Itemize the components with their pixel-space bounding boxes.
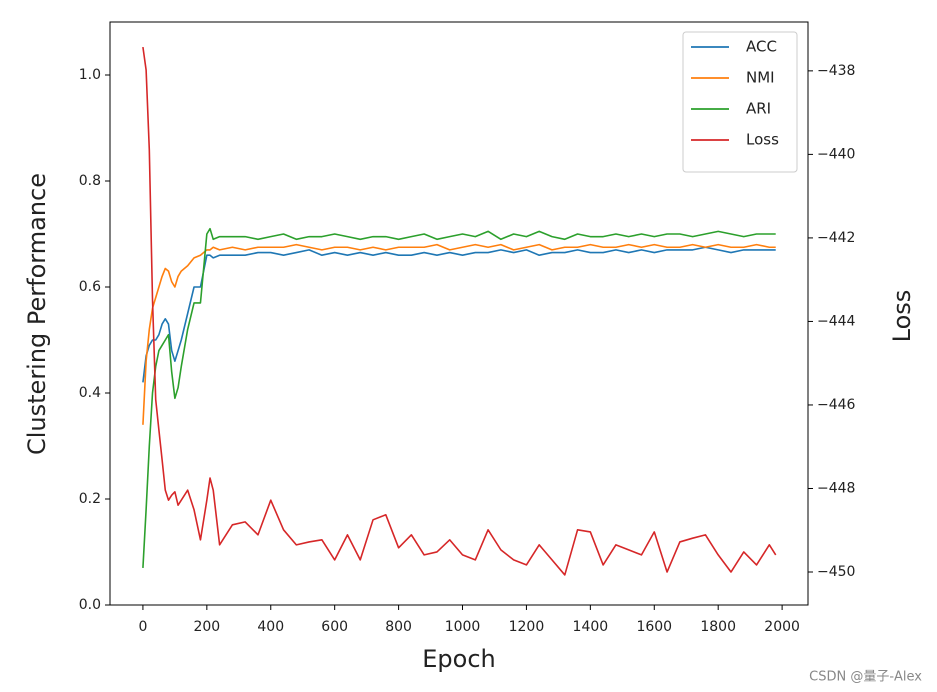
plot-frame bbox=[109, 21, 809, 606]
x-tick-label: 1800 bbox=[700, 619, 736, 635]
series-line bbox=[142, 246, 776, 383]
legend-label: Loss bbox=[746, 131, 779, 149]
y2-tick-label: −446 bbox=[817, 397, 856, 413]
y2-tick-label: −444 bbox=[817, 313, 856, 329]
x-tick-label: 1600 bbox=[636, 619, 672, 635]
y2-tick-label: −448 bbox=[817, 480, 855, 496]
x-tick-label: 1400 bbox=[573, 619, 609, 635]
y-tick-label: 0.0 bbox=[79, 597, 101, 613]
x-tick-label: 400 bbox=[257, 619, 284, 635]
legend-label: NMI bbox=[746, 69, 775, 87]
y2-tick-label: −440 bbox=[817, 146, 855, 162]
series-line bbox=[142, 243, 776, 425]
y2-axis-label: Loss bbox=[888, 290, 916, 343]
watermark: CSDN @量子-Alex bbox=[809, 670, 922, 685]
y-tick-label: 0.2 bbox=[79, 491, 101, 507]
y-tick-label: 0.4 bbox=[79, 385, 101, 401]
x-tick-label: 200 bbox=[193, 619, 220, 635]
y-tick-label: 0.6 bbox=[79, 279, 101, 295]
x-tick-label: 800 bbox=[385, 619, 412, 635]
y-axis-label: Clustering Performance bbox=[23, 173, 51, 455]
series-line bbox=[142, 46, 777, 576]
y-tick-label: 0.8 bbox=[79, 173, 101, 189]
legend-label: ACC bbox=[746, 38, 777, 56]
y2-tick-label: −450 bbox=[817, 564, 855, 580]
x-tick-label: 600 bbox=[321, 619, 348, 635]
y2-tick-label: −442 bbox=[817, 230, 855, 246]
x-tick-label: 1000 bbox=[445, 619, 481, 635]
series-line bbox=[142, 227, 776, 568]
legend-label: ARI bbox=[746, 100, 771, 118]
x-tick-label: 2000 bbox=[764, 619, 800, 635]
x-axis-label: Epoch bbox=[422, 645, 496, 673]
x-tick-label: 0 bbox=[138, 619, 147, 635]
y-tick-label: 1.0 bbox=[79, 67, 101, 83]
y2-tick-label: −438 bbox=[817, 63, 855, 79]
x-tick-label: 1200 bbox=[509, 619, 545, 635]
legend-box bbox=[682, 31, 798, 173]
